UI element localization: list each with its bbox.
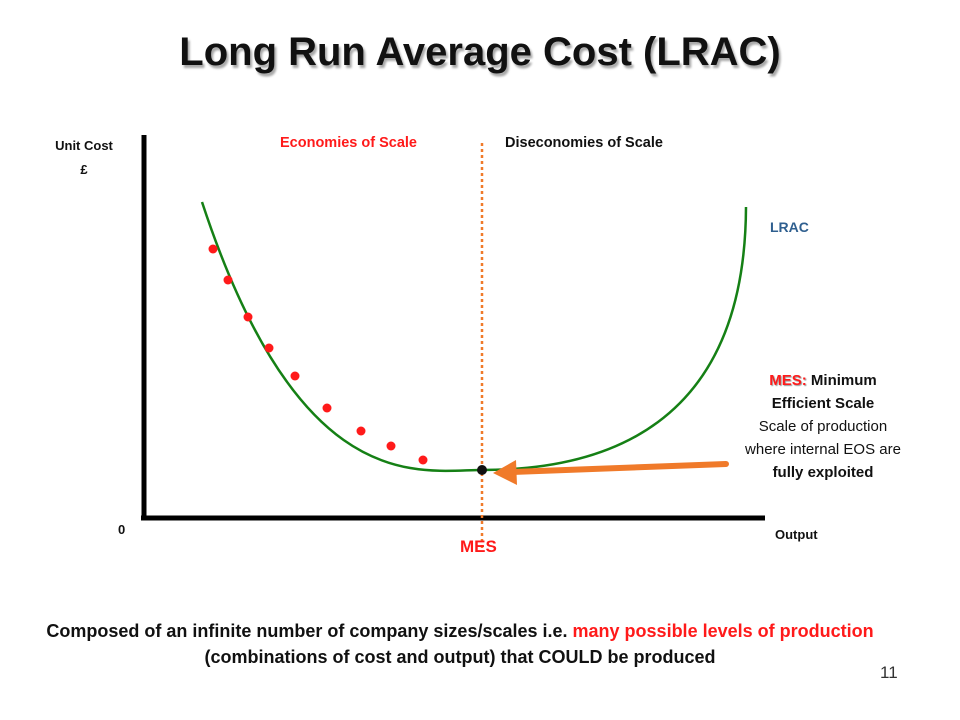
caption-highlight: many possible levels of production [572,621,874,641]
economies-of-scale-label: Economies of Scale [280,135,417,151]
diseconomies-of-scale-label: Diseconomies of Scale [505,135,663,151]
curve-point [208,244,218,254]
y-axis-label: Unit Cost £ [44,134,124,182]
page-number: 11 [880,663,898,682]
caption-part1: Composed of an infinite number of compan… [46,621,573,641]
curve-point [264,343,274,353]
curve-point [418,455,428,465]
mes-note-line3: Scale of production [758,418,888,435]
mes-note-line1: MES: Minimum [720,369,926,392]
curve-point [243,312,253,322]
y-axis-label-line2: £ [80,162,88,177]
mes-arrow-shaft [509,461,729,475]
lrac-curve-label: LRAC [770,219,809,235]
x-axis-label: Output [775,527,818,542]
lrac-curve [200,201,748,473]
mes-note-minimum: Minimum [810,372,877,389]
mes-note-line4: where internal EOS are [745,441,901,458]
mes-tag: MES: [769,372,807,389]
mes-axis-label: MES [460,537,497,556]
curve-point [386,441,396,451]
curve-point [223,275,233,285]
slide-title: Long Run Average Cost (LRAC) [179,30,781,74]
mes-annotation: MES: Minimum Efficient Scale Scale of pr… [720,369,926,484]
mes-note-line2: Efficient Scale [771,395,875,412]
origin-label: 0 [118,522,126,537]
mes-note-line5: fully exploited [772,464,874,481]
caption: Composed of an infinite number of compan… [20,618,900,670]
caption-part3: (combinations of cost and output) that C… [204,647,716,667]
mes-arrow-head [493,460,517,485]
mes-point [477,465,487,475]
y-axis-label-line1: Unit Cost [55,138,113,153]
curve-point [322,403,332,413]
curve-point [290,371,300,381]
economies-points [208,244,428,465]
curve-point [356,426,366,436]
